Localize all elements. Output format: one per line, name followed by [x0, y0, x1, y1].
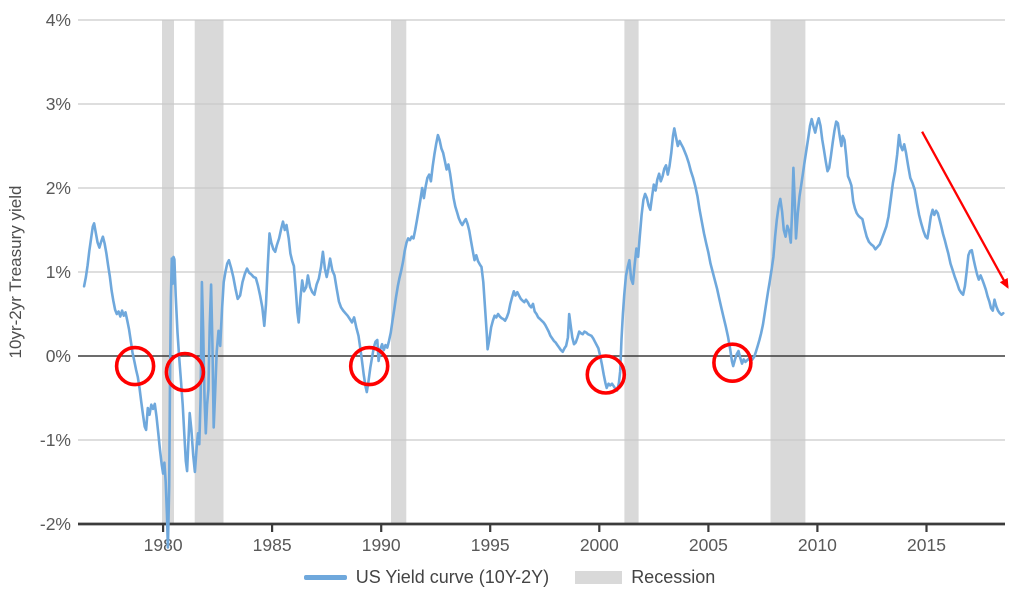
legend: US Yield curve (10Y-2Y) Recession — [0, 562, 1019, 592]
y-axis-title: 10yr-2yr Treasury yield — [6, 185, 25, 359]
x-tick-label: 2005 — [689, 535, 728, 555]
y-tick-label: 4% — [46, 10, 71, 30]
x-tick-label: 2000 — [580, 535, 619, 555]
legend-series-label: US Yield curve (10Y-2Y) — [355, 566, 550, 587]
x-tick-label: 1990 — [362, 535, 401, 555]
legend-item-recession: Recession — [575, 567, 715, 588]
legend-recession-label: Recession — [631, 566, 716, 587]
inversion-circle — [585, 354, 627, 395]
y-tick-label: -2% — [40, 514, 71, 534]
y-tick-label: 2% — [46, 178, 71, 198]
y-tick-label: -1% — [40, 430, 71, 450]
y-tick-label: 3% — [46, 94, 71, 114]
legend-line-swatch — [303, 574, 347, 580]
inversion-circle — [164, 351, 206, 393]
y-tick-label: 0% — [46, 346, 71, 366]
x-tick-label: 2015 — [907, 535, 946, 555]
inversion-circle — [114, 345, 156, 387]
x-tick-label: 1995 — [471, 535, 510, 555]
x-tick-label: 1980 — [144, 535, 183, 555]
legend-item-yield-curve: US Yield curve (10Y-2Y) — [303, 566, 550, 588]
x-tick-label: 2010 — [798, 535, 837, 555]
legend-recession-swatch — [575, 570, 623, 584]
inversion-circle — [348, 345, 390, 387]
yield-curve-line — [82, 117, 1005, 549]
trend-arrow — [921, 131, 1009, 289]
inversion-circle — [712, 342, 753, 384]
y-tick-label: 1% — [46, 262, 71, 282]
x-tick-label: 1985 — [253, 535, 292, 555]
